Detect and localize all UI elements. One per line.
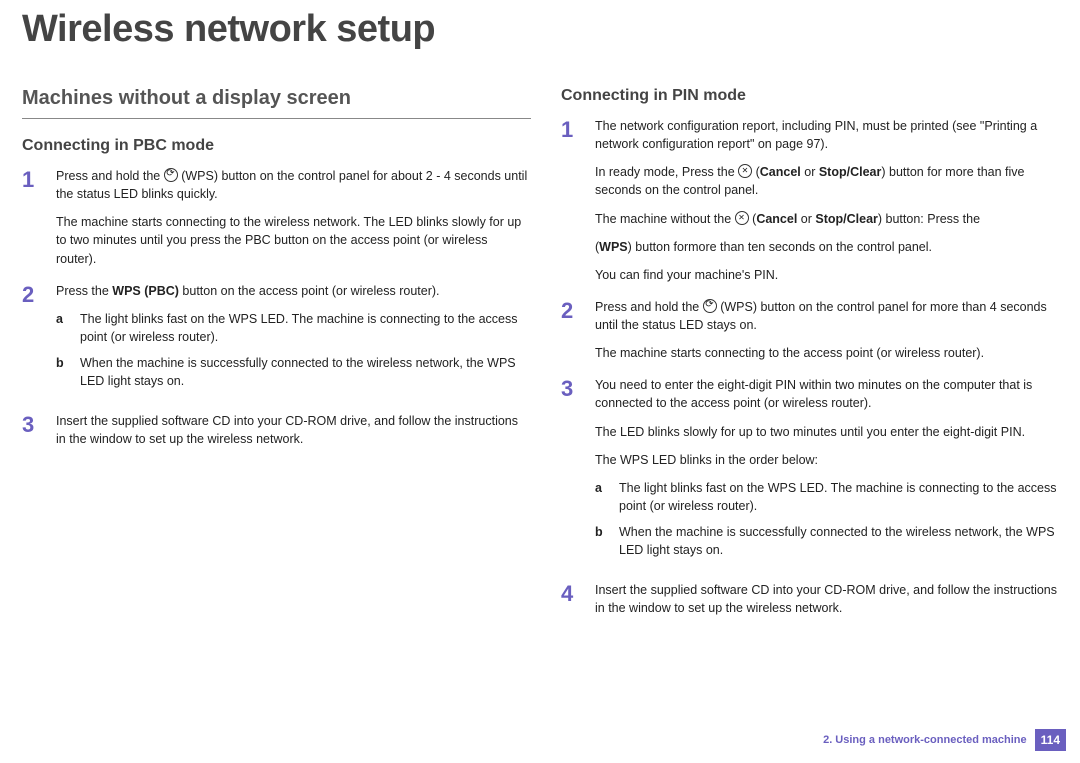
text: Insert the supplied software CD into you… bbox=[595, 581, 1070, 617]
step-body: You need to enter the eight-digit PIN wi… bbox=[595, 376, 1070, 567]
text: Press and hold the bbox=[56, 169, 164, 183]
text: The machine starts connecting to the wir… bbox=[56, 213, 531, 267]
step-body: The network configuration report, includ… bbox=[595, 117, 1070, 284]
sub-item-a: a The light blinks fast on the WPS LED. … bbox=[56, 310, 531, 346]
text: or bbox=[797, 212, 815, 226]
step-number: 1 bbox=[22, 167, 42, 268]
footer-chapter: 2. Using a network-connected machine bbox=[823, 734, 1027, 746]
sub-item-a: a The light blinks fast on the WPS LED. … bbox=[595, 479, 1070, 515]
text: The LED blinks slowly for up to two minu… bbox=[595, 423, 1070, 441]
text: or bbox=[801, 165, 819, 179]
text: In ready mode, Press the bbox=[595, 165, 738, 179]
step-number: 3 bbox=[561, 376, 581, 567]
wps-icon bbox=[164, 168, 178, 182]
section-title-machines: Machines without a display screen bbox=[22, 87, 531, 119]
text: The WPS LED blinks in the order below: bbox=[595, 451, 1070, 469]
step-body: Insert the supplied software CD into you… bbox=[595, 581, 1070, 617]
left-column: Machines without a display screen Connec… bbox=[22, 87, 531, 632]
bold-text: Cancel bbox=[760, 165, 801, 179]
pbc-step-1: 1 Press and hold the (WPS) button on the… bbox=[22, 167, 531, 268]
text: The network configuration report, includ… bbox=[595, 117, 1070, 153]
pin-step-4: 4 Insert the supplied software CD into y… bbox=[561, 581, 1070, 617]
text: You can find your machine's PIN. bbox=[595, 266, 1070, 284]
sub-letter: a bbox=[56, 310, 70, 346]
text: The machine without the bbox=[595, 212, 735, 226]
sub-item-b: b When the machine is successfully conne… bbox=[595, 523, 1070, 559]
wps-icon bbox=[703, 299, 717, 313]
step-number: 2 bbox=[22, 282, 42, 399]
bold-text: Stop/Clear bbox=[815, 212, 878, 226]
text: button on the access point (or wireless … bbox=[179, 284, 440, 298]
step-body: Press and hold the (WPS) button on the c… bbox=[56, 167, 531, 268]
step-number: 4 bbox=[561, 581, 581, 617]
text: Press and hold the bbox=[595, 300, 703, 314]
cancel-icon bbox=[738, 164, 752, 178]
bold-text: Stop/Clear bbox=[819, 165, 882, 179]
pin-step-3: 3 You need to enter the eight-digit PIN … bbox=[561, 376, 1070, 567]
sub-list: a The light blinks fast on the WPS LED. … bbox=[56, 310, 531, 391]
page-footer: 2. Using a network-connected machine 114 bbox=[823, 729, 1066, 751]
cancel-icon bbox=[735, 211, 749, 225]
step-body: Insert the supplied software CD into you… bbox=[56, 412, 531, 448]
bold-text: Cancel bbox=[756, 212, 797, 226]
text: You need to enter the eight-digit PIN wi… bbox=[595, 376, 1070, 412]
subsection-pbc: Connecting in PBC mode bbox=[22, 137, 531, 155]
pin-step-2: 2 Press and hold the (WPS) button on the… bbox=[561, 298, 1070, 362]
text: When the machine is successfully connect… bbox=[80, 354, 531, 390]
text: ) button formore than ten seconds on the… bbox=[628, 240, 932, 254]
bold-text: WPS bbox=[599, 240, 627, 254]
text: The light blinks fast on the WPS LED. Th… bbox=[619, 479, 1070, 515]
pin-step-1: 1 The network configuration report, incl… bbox=[561, 117, 1070, 284]
page-number: 114 bbox=[1035, 729, 1066, 751]
step-number: 3 bbox=[22, 412, 42, 448]
step-body: Press the WPS (PBC) button on the access… bbox=[56, 282, 531, 399]
sub-letter: b bbox=[56, 354, 70, 390]
step-number: 1 bbox=[561, 117, 581, 284]
content-columns: Machines without a display screen Connec… bbox=[0, 57, 1080, 632]
page-title: Wireless network setup bbox=[0, 0, 1080, 57]
text: When the machine is successfully connect… bbox=[619, 523, 1070, 559]
sub-letter: a bbox=[595, 479, 609, 515]
step-number: 2 bbox=[561, 298, 581, 362]
step-body: Press and hold the (WPS) button on the c… bbox=[595, 298, 1070, 362]
text: ( bbox=[752, 165, 760, 179]
right-column: Connecting in PIN mode 1 The network con… bbox=[561, 87, 1070, 632]
subsection-pin: Connecting in PIN mode bbox=[561, 87, 1070, 105]
sub-item-b: b When the machine is successfully conne… bbox=[56, 354, 531, 390]
pbc-step-3: 3 Insert the supplied software CD into y… bbox=[22, 412, 531, 448]
pbc-step-2: 2 Press the WPS (PBC) button on the acce… bbox=[22, 282, 531, 399]
text: The machine starts connecting to the acc… bbox=[595, 344, 1070, 362]
sub-letter: b bbox=[595, 523, 609, 559]
text: The light blinks fast on the WPS LED. Th… bbox=[80, 310, 531, 346]
sub-list: a The light blinks fast on the WPS LED. … bbox=[595, 479, 1070, 560]
bold-text: WPS (PBC) bbox=[112, 284, 179, 298]
text: Insert the supplied software CD into you… bbox=[56, 412, 531, 448]
text: ) button: Press the bbox=[878, 212, 980, 226]
text: Press the bbox=[56, 284, 112, 298]
